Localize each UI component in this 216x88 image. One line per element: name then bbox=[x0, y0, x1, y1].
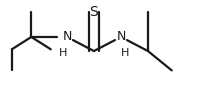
Text: N: N bbox=[62, 30, 72, 43]
Text: H: H bbox=[59, 48, 67, 58]
Text: N: N bbox=[116, 30, 126, 43]
Text: H: H bbox=[121, 48, 129, 58]
Text: S: S bbox=[90, 5, 98, 19]
